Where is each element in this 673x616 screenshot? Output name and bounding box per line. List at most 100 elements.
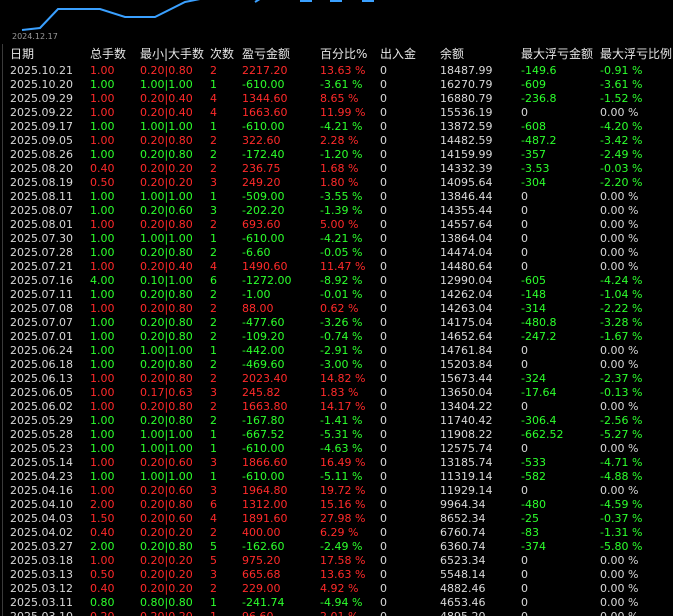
- table-cell: 14474.04: [440, 246, 493, 259]
- table-cell: 0.20|0.80: [140, 400, 193, 413]
- table-cell: 5.00 %: [320, 218, 359, 231]
- table-cell: 0.50: [90, 568, 115, 581]
- table-cell: 0.00 %: [600, 442, 639, 455]
- column-header[interactable]: 盈亏金额: [242, 47, 291, 61]
- table-cell: 13864.04: [440, 232, 493, 245]
- table-cell: 2: [210, 400, 217, 413]
- table-row: 2025.08.07 1.00 0.20|0.60 3 -202.20 -1.39 % 0 1…: [0, 204, 673, 218]
- table-cell: 14159.99: [440, 148, 493, 161]
- table-cell: 2025.06.02: [10, 400, 73, 413]
- table-cell: 1.83 %: [320, 386, 359, 399]
- table-cell: 0.20|0.80: [140, 316, 193, 329]
- table-cell: 0: [380, 92, 387, 105]
- table-cell: 0: [521, 246, 528, 259]
- column-header[interactable]: 最小|大手数: [140, 47, 205, 61]
- table-cell: -374: [521, 540, 546, 553]
- table-cell: 2: [210, 582, 217, 595]
- table-cell: 0: [380, 554, 387, 567]
- table-cell: 3: [210, 204, 217, 217]
- table-cell: 0.00 %: [600, 554, 639, 567]
- table-cell: 0: [380, 316, 387, 329]
- table-cell: -0.03 %: [600, 162, 643, 175]
- table-cell: 0: [521, 344, 528, 357]
- table-cell: -5.80 %: [600, 540, 643, 553]
- table-cell: 1.00: [90, 120, 115, 133]
- table-row: 2025.04.10 2.00 0.20|0.80 6 1312.00 15.16 % 0 9…: [0, 498, 673, 512]
- table-cell: 1.00: [90, 554, 115, 567]
- table-cell: 16880.79: [440, 92, 493, 105]
- table-cell: -324: [521, 372, 546, 385]
- table-cell: 0.20|0.40: [140, 92, 193, 105]
- table-cell: 1.00: [90, 456, 115, 469]
- table-cell: 0: [521, 554, 528, 567]
- table-cell: -2.37 %: [600, 372, 643, 385]
- table-cell: 0.20|0.20: [140, 554, 193, 567]
- table-cell: 1663.80: [242, 400, 288, 413]
- table-row: 2025.03.11 0.80 0.80|0.80 1 -241.74 -4.94 % 0 4…: [0, 596, 673, 610]
- table-cell: 4882.46: [440, 582, 486, 595]
- table-cell: 13404.22: [440, 400, 493, 413]
- column-header[interactable]: 百分比%: [320, 47, 368, 61]
- table-cell: -5.31 %: [320, 428, 363, 441]
- table-cell: 0: [380, 64, 387, 77]
- table-cell: 2025.04.10: [10, 498, 73, 511]
- table-cell: 0: [521, 106, 528, 119]
- table-cell: 0.00 %: [600, 204, 639, 217]
- table-cell: -608: [521, 120, 546, 133]
- table-cell: 2: [210, 288, 217, 301]
- table-cell: 0: [380, 148, 387, 161]
- table-cell: -442.00: [242, 344, 285, 357]
- table-cell: 0.20|0.80: [140, 288, 193, 301]
- table-cell: 0: [380, 288, 387, 301]
- table-cell: 0: [380, 274, 387, 287]
- table-cell: -610.00: [242, 232, 285, 245]
- table-cell: 2.00: [90, 540, 115, 553]
- table-cell: 1.00: [90, 330, 115, 343]
- table-cell: 88.00: [242, 302, 274, 315]
- table-cell: -610.00: [242, 78, 285, 91]
- table-cell: 0.40: [90, 526, 115, 539]
- table-cell: 0.20|0.20: [140, 176, 193, 189]
- table-cell: 0: [380, 372, 387, 385]
- column-header[interactable]: 余额: [440, 47, 465, 61]
- column-header[interactable]: 最大浮亏金额: [521, 47, 594, 61]
- column-header[interactable]: 出入金: [380, 47, 417, 61]
- table-cell: 1.00|1.00: [140, 344, 193, 357]
- table-cell: 0: [380, 330, 387, 343]
- table-cell: 3: [210, 484, 217, 497]
- table-cell: -610.00: [242, 442, 285, 455]
- table-cell: 14332.39: [440, 162, 493, 175]
- table-cell: 1.00: [90, 358, 115, 371]
- table-row: 2025.09.29 1.00 0.20|0.40 4 1344.60 8.65 % 0 16…: [0, 92, 673, 106]
- table-cell: 13846.44: [440, 190, 493, 203]
- table-cell: 1964.80: [242, 484, 288, 497]
- table-cell: 0.40: [90, 582, 115, 595]
- table-cell: 2025.07.28: [10, 246, 73, 259]
- table-cell: 0: [521, 596, 528, 609]
- table-cell: -2.49 %: [600, 148, 643, 161]
- table-cell: 2025.04.02: [10, 526, 73, 539]
- table-cell: 1.00|1.00: [140, 78, 193, 91]
- table-cell: 0: [380, 232, 387, 245]
- table-cell: 1.00: [90, 148, 115, 161]
- table-cell: 0: [380, 386, 387, 399]
- table-cell: 11.99 %: [320, 106, 366, 119]
- column-header[interactable]: 总手数: [90, 47, 127, 61]
- table-cell: 0.00 %: [600, 400, 639, 413]
- table-row: 2025.08.20 0.40 0.20|0.20 2 236.75 1.68 % 0 143…: [0, 162, 673, 176]
- table-cell: 1.00: [90, 302, 115, 315]
- table-row: 2025.08.11 1.00 1.00|1.00 1 -509.00 -3.55 % 0 1…: [0, 190, 673, 204]
- table-cell: 0.20|0.80: [140, 498, 193, 511]
- table-cell: 693.60: [242, 218, 281, 231]
- table-cell: 0.00 %: [600, 484, 639, 497]
- table-cell: 0: [521, 582, 528, 595]
- column-header[interactable]: 日期: [10, 47, 35, 61]
- table-cell: -17.64: [521, 386, 557, 399]
- column-header[interactable]: 次数: [210, 47, 235, 61]
- column-header[interactable]: 最大浮亏比例: [600, 47, 673, 61]
- table-cell: 1.00: [90, 64, 115, 77]
- table-cell: 1: [210, 610, 217, 616]
- table-cell: 0.20|0.80: [140, 134, 193, 147]
- table-cell: 0: [380, 176, 387, 189]
- table-cell: 0.20|0.80: [140, 302, 193, 315]
